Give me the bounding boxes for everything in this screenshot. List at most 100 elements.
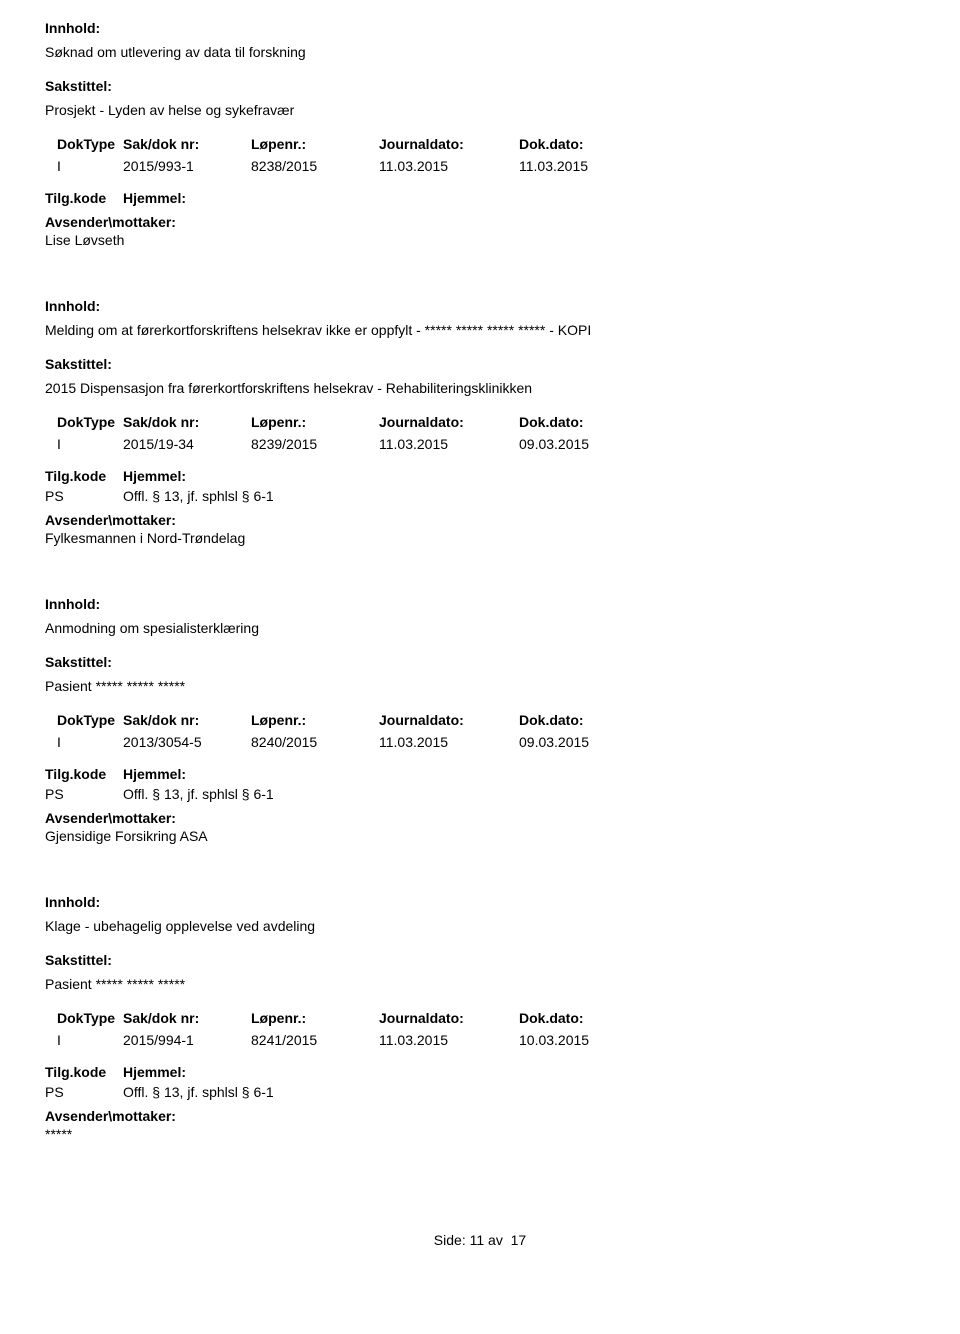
hjemmel-value: Offl. § 13, jf. sphlsl § 6-1: [123, 488, 915, 504]
tilg-hjemmel-headers: Tilg.kode Hjemmel:: [45, 1064, 915, 1080]
dokdato-header: Dok.dato:: [519, 712, 659, 728]
hjemmel-value: Offl. § 13, jf. sphlsl § 6-1: [123, 786, 915, 802]
hjemmel-value: Offl. § 13, jf. sphlsl § 6-1: [123, 1084, 915, 1100]
sakstittel-value: Pasient ***** ***** *****: [45, 976, 915, 992]
saknr-value: 2013/3054-5: [123, 734, 251, 750]
dokdato-header: Dok.dato:: [519, 1010, 659, 1026]
lopenr-header: Løpenr.:: [251, 712, 379, 728]
doktype-header: DokType: [45, 1010, 123, 1026]
page-current: 11: [470, 1232, 485, 1248]
innhold-label: Innhold:: [45, 298, 915, 314]
doktype-header: DokType: [45, 414, 123, 430]
lopenr-value: 8240/2015: [251, 734, 379, 750]
column-headers: DokType Sak/dok nr: Løpenr.: Journaldato…: [45, 1010, 915, 1026]
innhold-value: Søknad om utlevering av data til forskni…: [45, 44, 915, 60]
hjemmel-header: Hjemmel:: [123, 190, 915, 206]
values-row: I 2015/19-34 8239/2015 11.03.2015 09.03.…: [45, 436, 915, 452]
dokdato-header: Dok.dato:: [519, 414, 659, 430]
dokdato-value: 11.03.2015: [519, 158, 659, 174]
journaldato-value: 11.03.2015: [379, 158, 519, 174]
journal-entry: Innhold: Søknad om utlevering av data ti…: [45, 20, 915, 248]
sakstittel-label: Sakstittel:: [45, 356, 915, 372]
doktype-value: I: [45, 436, 123, 452]
tilg-hjemmel-values: PS Offl. § 13, jf. sphlsl § 6-1: [45, 488, 915, 504]
tilg-hjemmel-values: PS Offl. § 13, jf. sphlsl § 6-1: [45, 786, 915, 802]
page-footer: Side: 11 av 17: [45, 1232, 915, 1248]
saknr-header: Sak/dok nr:: [123, 712, 251, 728]
side-label: Side:: [434, 1232, 466, 1248]
journaldato-value: 11.03.2015: [379, 1032, 519, 1048]
tilgkode-value: PS: [45, 1084, 123, 1100]
doktype-value: I: [45, 734, 123, 750]
values-row: I 2013/3054-5 8240/2015 11.03.2015 09.03…: [45, 734, 915, 750]
lopenr-value: 8239/2015: [251, 436, 379, 452]
journaldato-value: 11.03.2015: [379, 734, 519, 750]
tilg-hjemmel-headers: Tilg.kode Hjemmel:: [45, 468, 915, 484]
tilgkode-value: PS: [45, 786, 123, 802]
tilgkode-value: PS: [45, 488, 123, 504]
tilgkode-header: Tilg.kode: [45, 1064, 123, 1080]
dokdato-value: 09.03.2015: [519, 734, 659, 750]
saknr-header: Sak/dok nr:: [123, 136, 251, 152]
dokdato-value: 09.03.2015: [519, 436, 659, 452]
tilg-hjemmel-values: PS Offl. § 13, jf. sphlsl § 6-1: [45, 1084, 915, 1100]
doktype-header: DokType: [45, 136, 123, 152]
sakstittel-label: Sakstittel:: [45, 78, 915, 94]
av-label: av: [488, 1232, 503, 1248]
column-headers: DokType Sak/dok nr: Løpenr.: Journaldato…: [45, 712, 915, 728]
avsender-value: Fylkesmannen i Nord-Trøndelag: [45, 530, 915, 546]
avsender-value: Gjensidige Forsikring ASA: [45, 828, 915, 844]
avsender-label: Avsender\mottaker:: [45, 810, 915, 826]
journaldato-header: Journaldato:: [379, 712, 519, 728]
sakstittel-label: Sakstittel:: [45, 654, 915, 670]
journal-entry: Innhold: Anmodning om spesialisterklærin…: [45, 596, 915, 844]
journaldato-header: Journaldato:: [379, 136, 519, 152]
avsender-value: Lise Løvseth: [45, 232, 915, 248]
page-total: 17: [511, 1232, 527, 1248]
hjemmel-header: Hjemmel:: [123, 468, 915, 484]
lopenr-header: Løpenr.:: [251, 1010, 379, 1026]
saknr-value: 2015/994-1: [123, 1032, 251, 1048]
tilgkode-header: Tilg.kode: [45, 190, 123, 206]
avsender-value: *****: [45, 1126, 915, 1142]
saknr-value: 2015/993-1: [123, 158, 251, 174]
dokdato-value: 10.03.2015: [519, 1032, 659, 1048]
lopenr-header: Løpenr.:: [251, 136, 379, 152]
sakstittel-value: Prosjekt - Lyden av helse og sykefravær: [45, 102, 915, 118]
values-row: I 2015/993-1 8238/2015 11.03.2015 11.03.…: [45, 158, 915, 174]
column-headers: DokType Sak/dok nr: Løpenr.: Journaldato…: [45, 414, 915, 430]
column-headers: DokType Sak/dok nr: Løpenr.: Journaldato…: [45, 136, 915, 152]
doktype-header: DokType: [45, 712, 123, 728]
doktype-value: I: [45, 158, 123, 174]
sakstittel-value: 2015 Dispensasjon fra førerkortforskrift…: [45, 380, 915, 396]
avsender-label: Avsender\mottaker:: [45, 1108, 915, 1124]
innhold-value: Melding om at førerkortforskriftens hels…: [45, 322, 915, 338]
tilg-hjemmel-headers: Tilg.kode Hjemmel:: [45, 766, 915, 782]
sakstittel-value: Pasient ***** ***** *****: [45, 678, 915, 694]
saknr-header: Sak/dok nr:: [123, 1010, 251, 1026]
innhold-label: Innhold:: [45, 20, 915, 36]
innhold-value: Klage - ubehagelig opplevelse ved avdeli…: [45, 918, 915, 934]
avsender-label: Avsender\mottaker:: [45, 512, 915, 528]
tilgkode-header: Tilg.kode: [45, 766, 123, 782]
hjemmel-header: Hjemmel:: [123, 1064, 915, 1080]
tilgkode-header: Tilg.kode: [45, 468, 123, 484]
doktype-value: I: [45, 1032, 123, 1048]
values-row: I 2015/994-1 8241/2015 11.03.2015 10.03.…: [45, 1032, 915, 1048]
journaldato-value: 11.03.2015: [379, 436, 519, 452]
journal-entry: Innhold: Klage - ubehagelig opplevelse v…: [45, 894, 915, 1142]
tilg-hjemmel-headers: Tilg.kode Hjemmel:: [45, 190, 915, 206]
lopenr-header: Løpenr.:: [251, 414, 379, 430]
saknr-value: 2015/19-34: [123, 436, 251, 452]
innhold-label: Innhold:: [45, 596, 915, 612]
journal-entry: Innhold: Melding om at førerkortforskrif…: [45, 298, 915, 546]
journal-entries: Innhold: Søknad om utlevering av data ti…: [45, 20, 915, 1142]
lopenr-value: 8238/2015: [251, 158, 379, 174]
dokdato-header: Dok.dato:: [519, 136, 659, 152]
innhold-value: Anmodning om spesialisterklæring: [45, 620, 915, 636]
journaldato-header: Journaldato:: [379, 1010, 519, 1026]
sakstittel-label: Sakstittel:: [45, 952, 915, 968]
lopenr-value: 8241/2015: [251, 1032, 379, 1048]
innhold-label: Innhold:: [45, 894, 915, 910]
journaldato-header: Journaldato:: [379, 414, 519, 430]
